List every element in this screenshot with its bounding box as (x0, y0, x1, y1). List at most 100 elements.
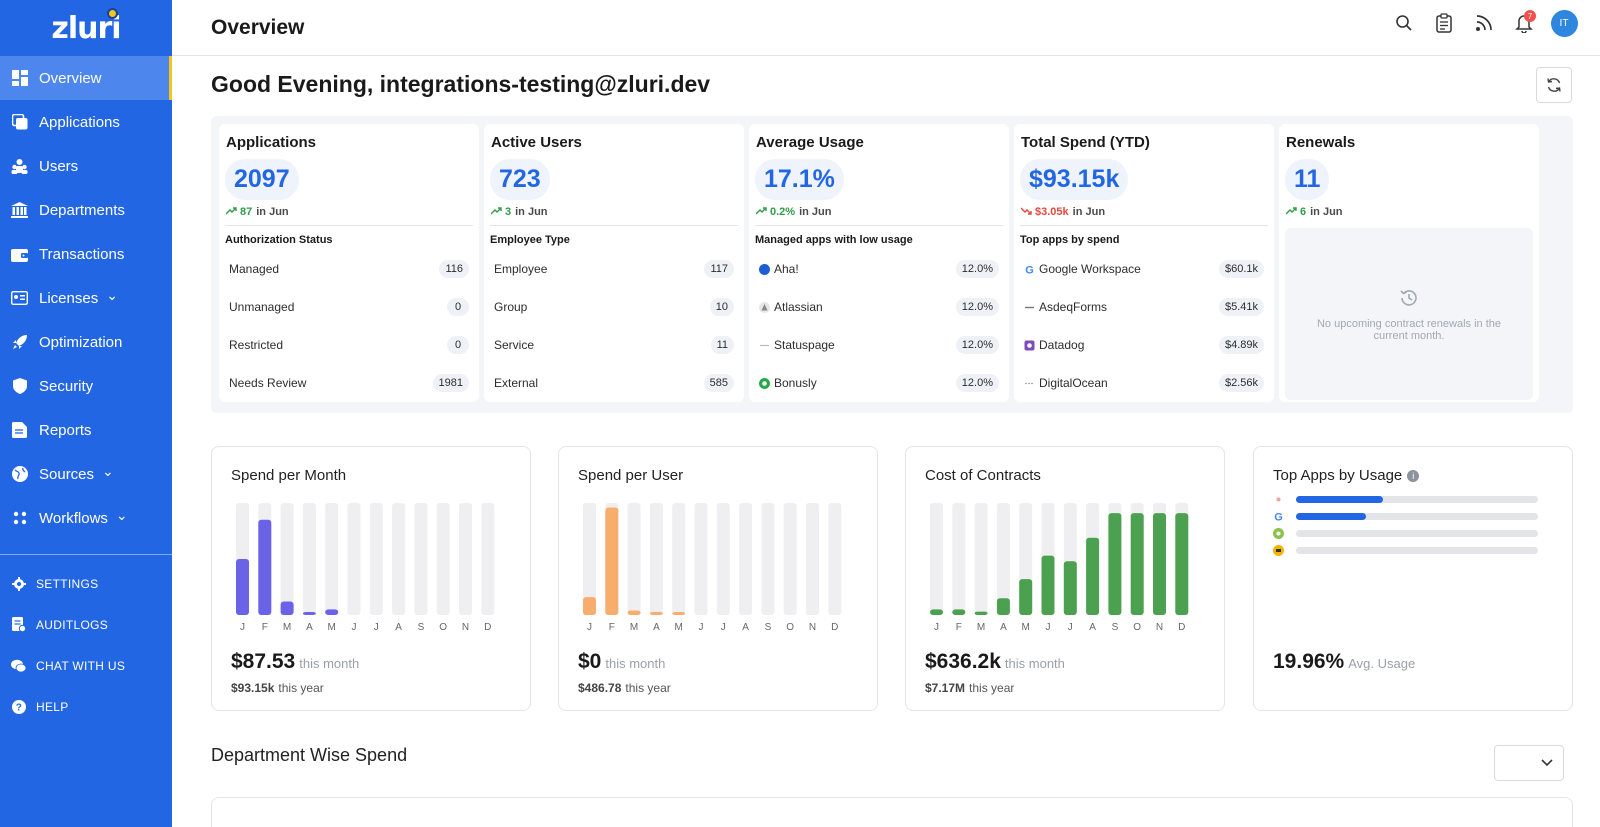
bar-f-1[interactable] (258, 519, 272, 615)
stat-row-statuspage[interactable]: Statuspage 12.0% (755, 326, 1003, 364)
zluri-logo[interactable]: zluri (0, 0, 172, 56)
month-tick-label: J (699, 622, 704, 633)
sidebar-item-workflows[interactable]: Workflows ⌄ (0, 496, 172, 540)
sidebar-item-users[interactable]: Users (0, 144, 172, 188)
app-icon-4 (1273, 544, 1284, 556)
bar-f-1[interactable] (952, 609, 966, 615)
sidebar-item-licenses[interactable]: Licenses ⌄ (0, 276, 172, 320)
bar-a-3[interactable] (302, 612, 316, 615)
department-period-select[interactable] (1494, 745, 1564, 781)
stat-row-label-text: Restricted (229, 338, 284, 352)
refresh-button[interactable] (1536, 67, 1572, 103)
asdeqforms-icon (1024, 302, 1035, 313)
bell-icon[interactable]: 7 (1510, 9, 1538, 37)
stat-row-employee[interactable]: Employee 117 (490, 250, 738, 288)
sidebar-item-sources[interactable]: Sources ⌄ (0, 452, 172, 496)
renewals-empty-text: No upcoming contract renewals in the cur… (1316, 317, 1502, 342)
stat-row-bonusly[interactable]: Bonusly 12.0% (755, 364, 1003, 402)
bar-track (806, 503, 819, 615)
bar-a-7[interactable] (1086, 537, 1100, 615)
sidebar-item-auditlogs[interactable]: AUDITLOGS (0, 604, 172, 645)
bar-a-3[interactable] (649, 612, 663, 615)
stat-row-unmanaged[interactable]: Unmanaged 0 (225, 288, 473, 326)
stat-row-value: 10 (709, 298, 734, 316)
sidebar-item-chat-with-us[interactable]: CHAT WITH US (0, 645, 172, 686)
bar-m-2[interactable] (280, 601, 294, 615)
bar-m-2[interactable] (974, 611, 988, 615)
bar-o-9[interactable] (1130, 513, 1144, 615)
bar-j-6[interactable] (1063, 561, 1077, 615)
bar-m-4[interactable] (1019, 579, 1033, 615)
chart-year-value: $7.17M this year (925, 681, 1014, 695)
sidebar-item-transactions[interactable]: Transactions (0, 232, 172, 276)
stat-row-value: 585 (703, 374, 734, 392)
stat-row-group[interactable]: Group 10 (490, 288, 738, 326)
bar-a-3[interactable] (996, 598, 1010, 615)
stat-row-aha[interactable]: Aha! 12.0% (755, 250, 1003, 288)
stat-card-trend: 6 in Jun (1285, 206, 1533, 218)
stat-row-atlassian[interactable]: Atlassian 12.0% (755, 288, 1003, 326)
bar-j-0[interactable] (236, 559, 249, 615)
trend-value: 3 (505, 206, 512, 218)
chart-card-spend-per-month: Spend per Month J F M A M J J A S O N D $87.53 this mo… (211, 446, 531, 711)
reports-icon (11, 422, 28, 439)
stat-row-value: 12.0% (955, 260, 999, 278)
clipboard-icon[interactable] (1430, 9, 1458, 37)
app-icon-1 (1273, 494, 1284, 505)
bar-n-10[interactable] (1153, 513, 1166, 615)
bar-s-8[interactable] (1108, 513, 1122, 615)
top-app-row[interactable]: G (1273, 510, 1543, 522)
month-tick-label: S (418, 622, 425, 633)
bar-j-0[interactable] (583, 597, 596, 615)
rss-feed-icon[interactable] (1470, 9, 1498, 37)
sidebar-item-help[interactable]: ? HELP (0, 686, 172, 727)
sidebar-item-label: Applications (39, 113, 120, 131)
stat-row-service[interactable]: Service 11 (490, 326, 738, 364)
app-icon-3 (1273, 527, 1284, 539)
user-avatar[interactable]: IT (1550, 9, 1578, 37)
month-tick-label: S (765, 622, 772, 633)
stat-row-label-text: Statuspage (774, 338, 835, 352)
bar-d-11[interactable] (1175, 513, 1189, 615)
big-value: $636.2k (925, 650, 1001, 673)
sidebar-item-optimization[interactable]: Optimization (0, 320, 172, 364)
stat-row-datadog[interactable]: Datadog $4.89k (1020, 326, 1268, 364)
bar-j-0[interactable] (930, 609, 943, 615)
bar-m-4[interactable] (672, 612, 686, 615)
stat-row-external[interactable]: External 585 (490, 364, 738, 402)
search-icon[interactable] (1390, 9, 1418, 37)
top-app-row[interactable] (1273, 544, 1543, 556)
department-spend-title: Department Wise Spend (211, 745, 408, 765)
stat-row-restricted[interactable]: Restricted 0 (225, 326, 473, 364)
bar-m-4[interactable] (325, 609, 339, 615)
sidebar-item-departments[interactable]: Departments (0, 188, 172, 232)
sidebar-item-applications[interactable]: Applications (0, 100, 172, 144)
sidebar-item-settings[interactable]: SETTINGS (0, 563, 172, 604)
bar-track (761, 503, 775, 615)
bar-track (302, 503, 316, 615)
stat-row-value: 0 (447, 336, 469, 354)
stat-row-needs-review[interactable]: Needs Review 1981 (225, 364, 473, 402)
info-icon[interactable]: i (1407, 470, 1420, 483)
bar-j-5[interactable] (1041, 555, 1055, 615)
bar-track (783, 503, 797, 615)
stat-row-value: 117 (704, 260, 734, 278)
bar-m-2[interactable] (627, 610, 641, 615)
top-app-row[interactable] (1273, 493, 1543, 505)
help-icon: ? (11, 699, 26, 714)
big-value-label: this month (299, 656, 360, 671)
stat-row-digitalocean[interactable]: DigitalOcean $2.56k (1020, 364, 1268, 402)
statuspage-icon (759, 340, 770, 351)
chat-icon (11, 658, 26, 673)
google-icon: G (1024, 264, 1035, 275)
sidebar-item-overview[interactable]: Overview (0, 56, 172, 100)
stat-row-managed[interactable]: Managed 116 (225, 250, 473, 288)
bar-f-1[interactable] (605, 507, 619, 615)
sidebar-item-reports[interactable]: Reports (0, 408, 172, 452)
stat-row-google-workspace[interactable]: G Google Workspace $60.1k (1020, 250, 1268, 288)
google-icon: G (1273, 511, 1284, 522)
stat-row-value: 12.0% (955, 374, 999, 392)
sidebar-item-security[interactable]: Security (0, 364, 172, 408)
stat-row-asdeqforms[interactable]: AsdeqForms $5.41k (1020, 288, 1268, 326)
top-app-row[interactable] (1273, 527, 1543, 539)
